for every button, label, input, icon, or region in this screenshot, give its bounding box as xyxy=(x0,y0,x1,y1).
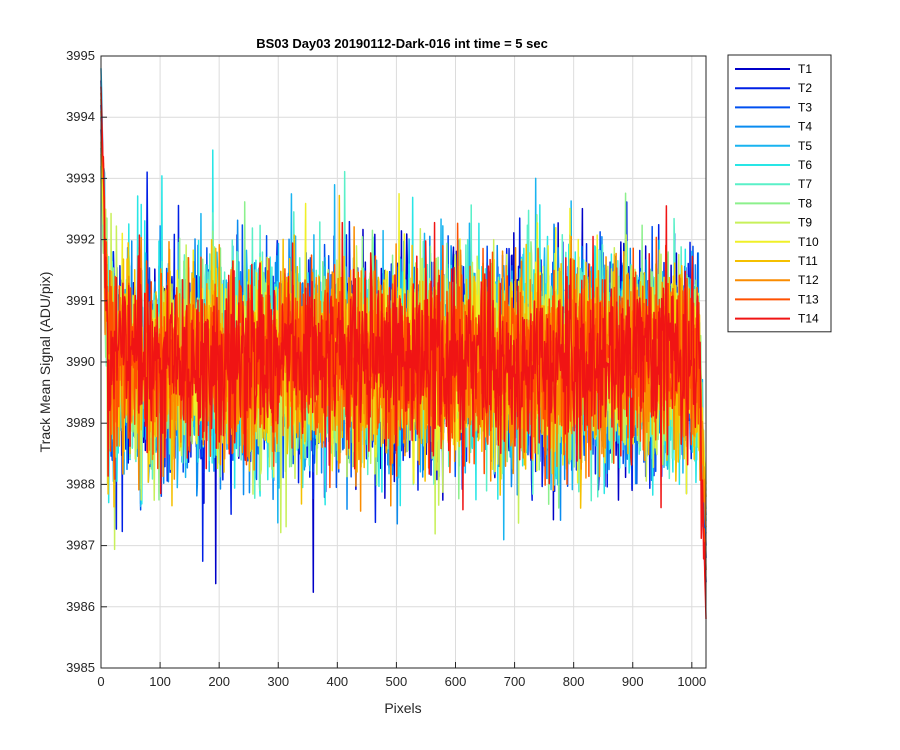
y-axis-title: Track Mean Signal (ADU/pix) xyxy=(37,272,53,453)
legend-label: T13 xyxy=(798,292,819,306)
legend: T1 T2 T3 T4 T5 T6 T7 T8 T9 T10 T11 T12 T13 T14 xyxy=(727,54,832,333)
legend-box xyxy=(727,54,832,333)
y-tick-label: 3993 xyxy=(66,170,95,185)
legend-label: T2 xyxy=(798,81,812,95)
x-axis-ticks: 0 100 200 300 400 500 600 700 800 900 1000 xyxy=(97,662,706,689)
legend-label: T8 xyxy=(798,196,812,210)
legend-label: T12 xyxy=(798,273,819,287)
y-tick-label: 3992 xyxy=(66,232,95,247)
legend-label: T6 xyxy=(798,158,812,172)
series-layer xyxy=(100,68,707,620)
legend-label: T14 xyxy=(798,312,819,326)
x-tick-label: 700 xyxy=(504,674,526,689)
legend-label: T10 xyxy=(798,235,819,249)
y-tick-label: 3994 xyxy=(66,109,95,124)
y-tick-label: 3990 xyxy=(66,354,95,369)
y-axis-ticks: 3985 3986 3987 3988 3989 3990 3991 3992 3993 3994… xyxy=(66,48,107,675)
x-tick-label: 100 xyxy=(149,674,171,689)
y-tick-label: 3985 xyxy=(66,660,95,675)
legend-label: T5 xyxy=(798,139,812,153)
x-tick-label: 1000 xyxy=(677,674,706,689)
x-tick-label: 600 xyxy=(445,674,467,689)
y-tick-label: 3987 xyxy=(66,538,95,553)
x-tick-label: 300 xyxy=(267,674,289,689)
y-tick-label: 3991 xyxy=(66,293,95,308)
x-tick-label: 200 xyxy=(208,674,230,689)
x-axis-title: Pixels xyxy=(384,700,421,716)
legend-label: T3 xyxy=(798,100,812,114)
legend-label: T1 xyxy=(798,62,812,76)
y-tick-label: 3989 xyxy=(66,415,95,430)
y-tick-label: 3995 xyxy=(66,48,95,63)
x-tick-label: 800 xyxy=(563,674,585,689)
x-tick-label: 400 xyxy=(326,674,348,689)
chart-title: BS03 Day03 20190112-Dark-016 int time = … xyxy=(256,36,548,51)
x-tick-label: 0 xyxy=(97,674,104,689)
series-line-t14 xyxy=(100,86,707,620)
y-tick-label: 3986 xyxy=(66,599,95,614)
x-tick-label: 500 xyxy=(386,674,408,689)
legend-label: T4 xyxy=(798,120,812,134)
legend-label: T9 xyxy=(798,216,812,230)
y-tick-label: 3988 xyxy=(66,476,95,491)
legend-label: T11 xyxy=(798,254,818,268)
x-tick-label: 900 xyxy=(622,674,644,689)
legend-label: T7 xyxy=(798,177,812,191)
